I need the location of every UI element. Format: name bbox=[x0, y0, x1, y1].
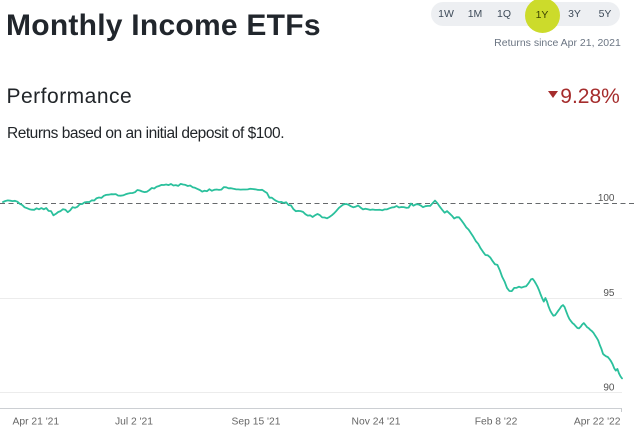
svg-text:100: 100 bbox=[598, 193, 615, 204]
svg-text:Apr 22 '22: Apr 22 '22 bbox=[574, 417, 621, 428]
svg-text:95: 95 bbox=[603, 288, 615, 299]
svg-text:Apr 21 '21: Apr 21 '21 bbox=[13, 417, 60, 428]
svg-text:Jul 2 '21: Jul 2 '21 bbox=[115, 417, 153, 428]
svg-text:90: 90 bbox=[603, 383, 615, 394]
svg-text:Feb 8 '22: Feb 8 '22 bbox=[475, 417, 518, 428]
svg-text:Nov 24 '21: Nov 24 '21 bbox=[352, 417, 401, 428]
svg-text:Sep 15 '21: Sep 15 '21 bbox=[232, 417, 281, 428]
